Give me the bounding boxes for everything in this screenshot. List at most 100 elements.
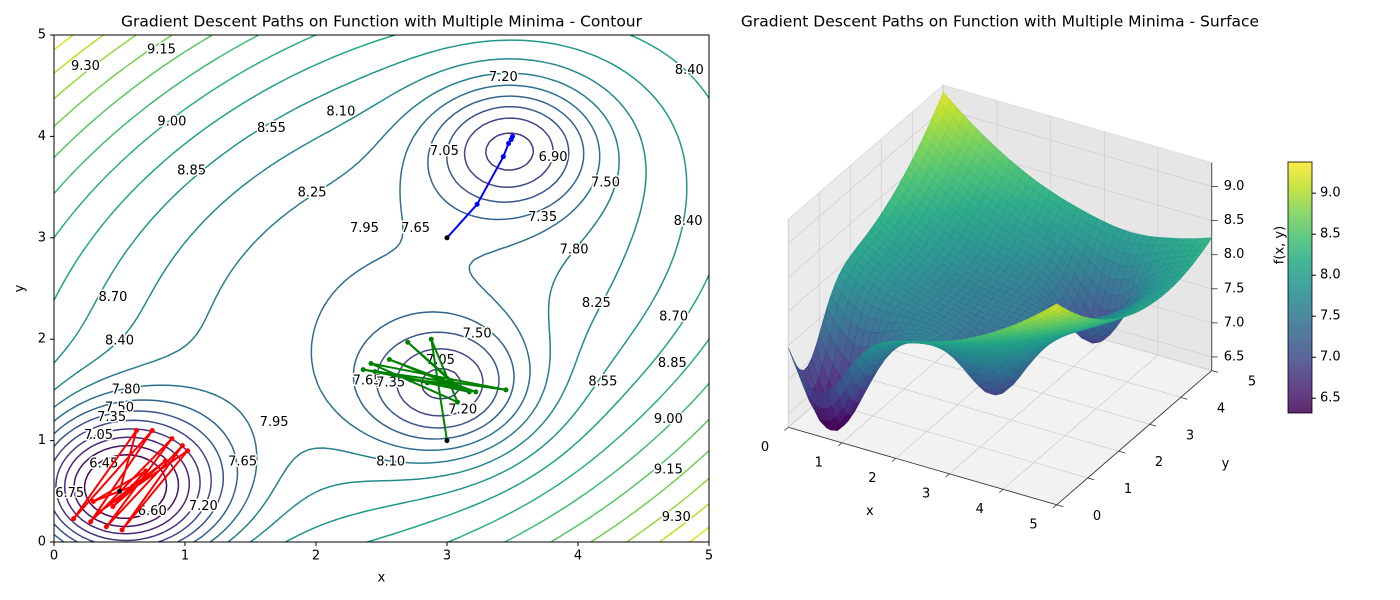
surface-patch xyxy=(1049,303,1062,311)
path-point xyxy=(444,235,450,241)
path-point xyxy=(510,133,515,139)
plot-frame xyxy=(53,34,710,543)
contour-label: 8.40 xyxy=(675,63,704,78)
contour-label: 7.95 xyxy=(260,415,289,430)
contour-label: 8.70 xyxy=(98,290,127,305)
x-tick-label: 4 xyxy=(574,549,582,564)
contour-label: 8.70 xyxy=(659,309,688,324)
x-tick-label: 0 xyxy=(50,549,58,564)
path-point xyxy=(360,367,366,373)
y-tick-label: 3 xyxy=(38,230,46,245)
chart-title: Gradient Descent Paths on Function with … xyxy=(741,13,1259,31)
surface-patch xyxy=(788,347,800,375)
contour-label: 7.05 xyxy=(84,428,113,443)
path-point xyxy=(444,438,450,444)
grid-line xyxy=(949,339,1105,475)
y-tick xyxy=(1211,370,1219,373)
x-tick-label: 1 xyxy=(815,455,823,470)
contour-line xyxy=(54,84,601,542)
contour-label: 7.65 xyxy=(401,221,430,236)
contour-label: 7.20 xyxy=(448,403,477,418)
contour-label: 9.00 xyxy=(654,412,683,427)
contour-line xyxy=(54,35,709,542)
path-point xyxy=(474,201,480,207)
path-point xyxy=(503,387,509,393)
contour-label: 7.35 xyxy=(528,210,557,225)
path-point xyxy=(110,504,116,510)
contour-line xyxy=(54,35,709,542)
z-tick-label: 8.5 xyxy=(1224,213,1245,228)
path-point xyxy=(451,381,457,387)
path-point xyxy=(372,369,378,375)
contour-label: 7.50 xyxy=(591,176,620,191)
contour-label: 7.35 xyxy=(376,375,405,390)
contour-line xyxy=(54,35,709,542)
path-point xyxy=(119,527,125,533)
y-tick xyxy=(1118,450,1126,454)
contour-line xyxy=(83,454,168,520)
contour-label: 8.10 xyxy=(326,105,355,120)
surface-patch xyxy=(826,294,838,320)
x-tick-label: 5 xyxy=(705,549,713,564)
contour-label: 9.00 xyxy=(157,115,186,130)
chart-title: Gradient Descent Paths on Function with … xyxy=(121,13,643,31)
contour-label: 8.25 xyxy=(582,296,611,311)
x-tick-label: 0 xyxy=(761,440,769,455)
path-point xyxy=(454,399,460,405)
colorbar-tick-label: 6.5 xyxy=(1320,391,1341,406)
x-axis-label: x xyxy=(378,571,386,586)
contour-label: 9.30 xyxy=(71,59,100,74)
path-point xyxy=(457,385,463,391)
contour-label: 6.75 xyxy=(55,486,84,501)
path-point xyxy=(407,377,413,383)
contour-label: 7.50 xyxy=(463,327,492,342)
contour-label: 7.80 xyxy=(560,242,589,257)
contour-label: 8.55 xyxy=(588,374,617,389)
x-tick-label: 4 xyxy=(976,502,984,517)
path-point xyxy=(117,488,122,494)
path-point xyxy=(162,458,168,464)
y-axis-label: y xyxy=(1222,457,1230,472)
path-point xyxy=(103,524,109,530)
contour-label: 6.90 xyxy=(539,150,568,165)
y-tick-label: 5 xyxy=(1248,375,1256,390)
contour-label: 7.65 xyxy=(228,454,257,469)
z-tick-label: 7.5 xyxy=(1224,281,1245,296)
y-axis-label: y xyxy=(13,284,28,292)
colorbar-tick-label: 7.0 xyxy=(1320,350,1341,365)
y-tick-label: 0 xyxy=(38,535,46,550)
contour-line xyxy=(54,35,709,542)
path-point xyxy=(506,140,512,146)
path-point xyxy=(134,427,140,433)
contour-label: 9.30 xyxy=(662,510,691,525)
surface-panel: Gradient Descent Paths on Function with … xyxy=(741,13,1341,533)
x-tick-label: 2 xyxy=(868,471,876,486)
contour-label: 6.60 xyxy=(138,504,167,519)
contour-line xyxy=(54,35,709,542)
contour-label: 7.50 xyxy=(105,401,134,416)
path-point xyxy=(143,468,149,474)
x-tick-label: 2 xyxy=(312,549,320,564)
contour-label: 7.95 xyxy=(350,221,379,236)
grid-line xyxy=(1002,354,1159,490)
contour-line xyxy=(54,95,585,542)
colorbar-tick-label: 7.5 xyxy=(1320,309,1341,324)
contour-label: 6.45 xyxy=(89,456,118,471)
path-point xyxy=(428,336,434,342)
contour-label: 7.80 xyxy=(112,382,141,397)
path-point xyxy=(88,519,94,525)
contour-label: 7.35 xyxy=(97,410,126,425)
contour-label: 7.05 xyxy=(430,144,459,159)
grid-line xyxy=(819,400,1088,479)
y-tick-label: 1 xyxy=(1124,482,1132,497)
contour-label: 9.15 xyxy=(654,463,683,478)
y-tick-label: 1 xyxy=(38,433,46,448)
z-tick-label: 9.0 xyxy=(1224,179,1245,194)
x-axis-line xyxy=(788,426,1057,506)
contour-label: 7.20 xyxy=(189,499,218,514)
x-tick-label: 3 xyxy=(443,549,451,564)
path-point xyxy=(149,427,155,433)
z-tick-label: 8.0 xyxy=(1224,247,1245,262)
y-tick-label: 0 xyxy=(1093,509,1101,524)
